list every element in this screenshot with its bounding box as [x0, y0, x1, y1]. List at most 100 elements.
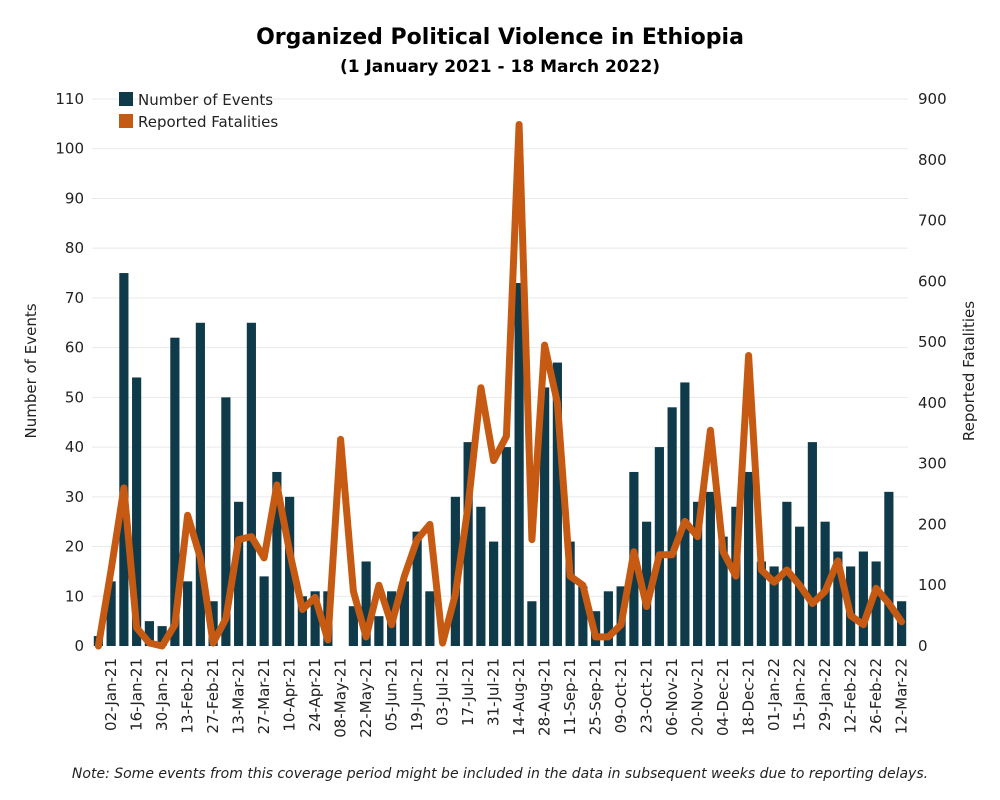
- events-bar: [603, 591, 613, 646]
- events-bar: [221, 397, 231, 646]
- x-tick-label: 24-Apr-21: [306, 658, 324, 732]
- events-bar: [297, 596, 307, 646]
- chart-title: Organized Political Violence in Ethiopia: [256, 25, 744, 50]
- events-bar: [578, 586, 588, 646]
- x-tick-label: 08-May-21: [332, 658, 350, 738]
- x-tick-label: 28-Aug-21: [536, 658, 554, 736]
- x-tick-label: 09-Oct-21: [612, 658, 630, 733]
- left-tick-label: 80: [65, 239, 84, 257]
- right-tick-label: 300: [918, 455, 947, 473]
- right-tick-label: 900: [918, 90, 947, 108]
- left-tick-label: 30: [65, 488, 84, 506]
- x-tick-label: 17-Jul-21: [459, 658, 477, 726]
- events-bar: [285, 496, 295, 646]
- events-bar: [527, 601, 537, 646]
- events-bar: [769, 566, 779, 646]
- events-bar: [501, 447, 511, 646]
- x-tick-label: 26-Feb-22: [867, 658, 885, 734]
- events-bar: [807, 442, 817, 646]
- events-bar: [106, 581, 116, 646]
- legend: Number of Events Reported Fatalities: [119, 91, 278, 131]
- left-axis-title: Number of Events: [22, 303, 40, 438]
- events-bar: [744, 471, 754, 646]
- events-bar: [667, 407, 677, 646]
- events-bar: [234, 501, 244, 646]
- events-bar: [871, 561, 881, 646]
- x-tick-label: 27-Feb-21: [204, 658, 222, 734]
- events-bar: [246, 322, 256, 646]
- x-tick-label: 29-Jan-22: [816, 658, 834, 731]
- events-bar: [693, 501, 703, 646]
- left-axis-ticks: 0 10 20 30 40 50 60 70 80 90 100 110: [55, 90, 84, 655]
- x-tick-label: 12-Mar-22: [893, 658, 911, 734]
- events-bar: [718, 536, 728, 646]
- left-tick-label: 50: [65, 388, 84, 406]
- legend-swatch-fatalities: [119, 114, 133, 128]
- events-bar: [157, 626, 167, 646]
- chart-note: Note: Some events from this coverage per…: [71, 766, 929, 782]
- events-bar: [310, 591, 320, 646]
- x-tick-label: 06-Nov-21: [663, 658, 681, 736]
- events-bar: [756, 561, 766, 646]
- x-tick-label: 18-Dec-21: [740, 658, 758, 736]
- left-tick-label: 60: [65, 339, 84, 357]
- fatalities-line: [94, 121, 906, 650]
- left-tick-label: 90: [65, 189, 84, 207]
- events-bar: [259, 576, 269, 646]
- events-bar: [654, 447, 664, 646]
- events-bar: [489, 541, 499, 646]
- x-tick-label: 30-Jan-21: [153, 658, 171, 731]
- events-bar: [565, 541, 575, 646]
- events-bar: [361, 561, 371, 646]
- events-bar: [170, 337, 180, 646]
- x-tick-label: 01-Jan-22: [765, 658, 783, 731]
- left-tick-label: 70: [65, 289, 84, 307]
- x-tick-label: 13-Mar-21: [230, 658, 248, 734]
- x-tick-label: 02-Jan-21: [102, 658, 120, 731]
- x-tick-label: 27-Mar-21: [255, 658, 273, 734]
- x-tick-label: 03-Jul-21: [434, 658, 452, 726]
- events-bar: [132, 377, 142, 646]
- x-tick-label: 04-Dec-21: [714, 658, 732, 736]
- right-axis-ticks: 0 100 200 300 400 500 600 700 800 900: [918, 90, 947, 655]
- right-tick-label: 0: [918, 637, 928, 655]
- events-bars: [93, 273, 907, 646]
- right-tick-label: 600: [918, 272, 947, 290]
- x-tick-label: 05-Jun-21: [383, 658, 401, 731]
- events-bar: [399, 581, 409, 646]
- events-bar: [680, 382, 690, 646]
- events-bar: [884, 491, 894, 646]
- x-tick-label: 15-Jan-22: [791, 658, 809, 731]
- events-bar: [195, 322, 205, 646]
- x-tick-label: 11-Sep-21: [561, 658, 579, 735]
- events-bar: [552, 362, 562, 646]
- left-tick-label: 0: [74, 637, 84, 655]
- right-axis-title: Reported Fatalities: [960, 301, 978, 441]
- chart-subtitle: (1 January 2021 - 18 March 2022): [340, 57, 660, 77]
- events-bar: [463, 442, 473, 646]
- fatalities-line-layer: [94, 121, 906, 650]
- events-bar: [348, 606, 358, 646]
- x-tick-label: 16-Jan-21: [128, 658, 146, 731]
- x-tick-label: 23-Oct-21: [638, 658, 656, 733]
- right-tick-label: 200: [918, 515, 947, 533]
- events-bar: [540, 387, 550, 646]
- right-tick-label: 500: [918, 333, 947, 351]
- events-bar: [833, 551, 843, 646]
- left-tick-label: 100: [55, 140, 84, 158]
- events-bar: [514, 282, 524, 646]
- events-bar: [425, 591, 435, 646]
- x-tick-label: 20-Nov-21: [689, 658, 707, 736]
- events-bar: [119, 273, 129, 646]
- x-tick-label: 13-Feb-21: [179, 658, 197, 734]
- x-tick-label: 25-Sep-21: [587, 658, 605, 735]
- left-tick-label: 20: [65, 538, 84, 556]
- left-tick-label: 10: [65, 587, 84, 605]
- x-tick-label: 12-Feb-22: [842, 658, 860, 734]
- legend-swatch-events: [119, 92, 133, 106]
- x-tick-label: 31-Jul-21: [485, 658, 503, 726]
- legend-label-events: Number of Events: [138, 91, 273, 109]
- events-bar: [476, 506, 486, 646]
- right-tick-label: 100: [918, 576, 947, 594]
- x-axis-ticks: 02-Jan-21 16-Jan-21 30-Jan-21 13-Feb-21 27-F…: [102, 658, 911, 738]
